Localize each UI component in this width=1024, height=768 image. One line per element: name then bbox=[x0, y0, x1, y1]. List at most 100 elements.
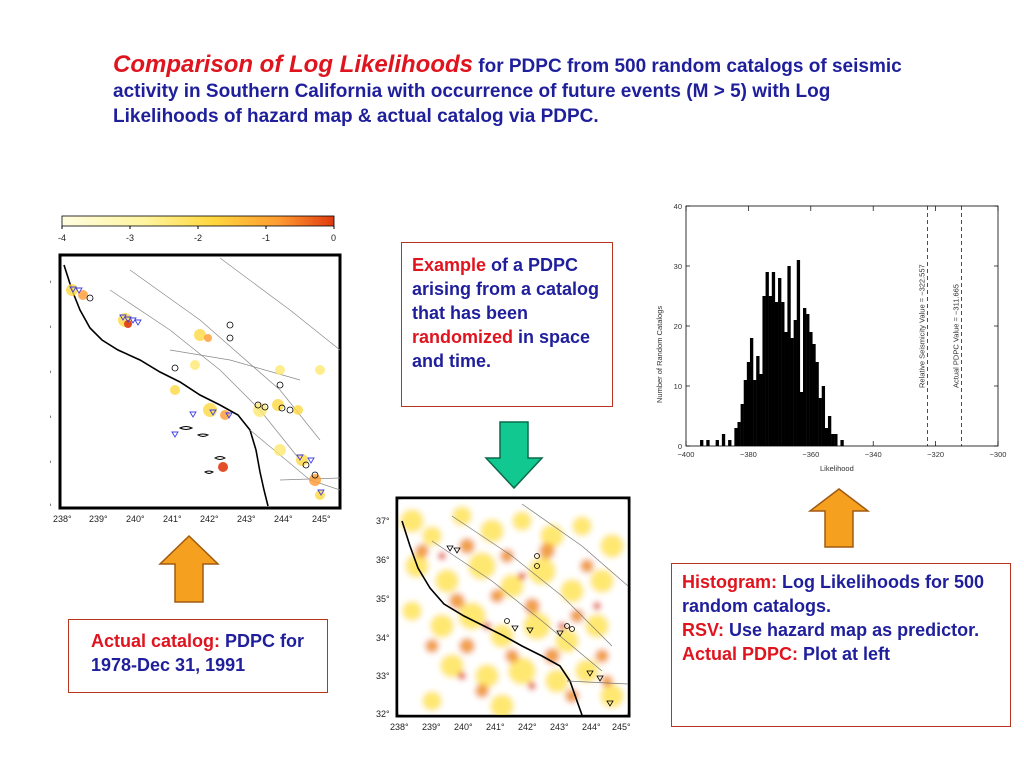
lon-label: 239° bbox=[89, 514, 108, 524]
actual-pdpc-text: Plot at left bbox=[798, 644, 891, 664]
histogram-bars bbox=[700, 260, 844, 446]
histogram-box: Histogram: Log Likelihoods for 500 rando… bbox=[671, 563, 1011, 727]
histogram-bar bbox=[721, 434, 726, 446]
rsv-label: RSV: bbox=[682, 620, 725, 640]
lat-label: 33° bbox=[50, 459, 52, 469]
example-box: Example of a PDPC arising from a catalog… bbox=[401, 242, 613, 407]
y-tick-label: 40 bbox=[674, 202, 682, 211]
histogram-bar bbox=[737, 422, 741, 446]
colorbar: -4 -3 -2 -1 0 bbox=[58, 215, 336, 243]
histogram-bar bbox=[821, 386, 826, 446]
histogram-bar bbox=[749, 338, 754, 446]
x-axis-label: Likelihood bbox=[820, 464, 854, 473]
example-text-end: in space and time. bbox=[412, 327, 591, 371]
histogram-bar bbox=[756, 356, 760, 446]
y-axis-label: Number of Random Catalogs bbox=[655, 306, 664, 403]
histogram-bar bbox=[774, 302, 779, 446]
lon-label: 240° bbox=[454, 722, 473, 732]
histogram-bar bbox=[834, 434, 838, 446]
histogram-bar bbox=[759, 374, 763, 446]
histogram-bar bbox=[827, 416, 832, 446]
histogram-bar bbox=[824, 428, 829, 446]
lon-label: 242° bbox=[200, 514, 219, 524]
random-hazard-field bbox=[398, 499, 628, 715]
lat-label: 34° bbox=[376, 633, 390, 643]
slide-title: Comparison of Log Likelihoods for PDPC f… bbox=[113, 52, 913, 129]
colorbar-tick: -1 bbox=[262, 233, 270, 243]
histogram-bar bbox=[799, 392, 804, 446]
title-emphasis: Comparison of Log Likelihoods bbox=[113, 51, 473, 78]
x-tick-label: −380 bbox=[740, 450, 757, 459]
lon-label: 245° bbox=[312, 514, 331, 524]
lon-label: 238° bbox=[53, 514, 72, 524]
colorbar-tick: -3 bbox=[126, 233, 134, 243]
event-markers bbox=[69, 286, 325, 496]
fault-lines bbox=[109, 257, 341, 491]
x-tick-label: −360 bbox=[802, 450, 819, 459]
histogram-bar bbox=[746, 362, 751, 446]
histogram-bar bbox=[831, 434, 835, 446]
actual-pdpc-label: Actual PDPC: bbox=[682, 644, 799, 664]
reference-line-label: Actual PDPC Value = −311.665 bbox=[952, 284, 961, 388]
fault-lines bbox=[431, 503, 629, 685]
histogram-bar bbox=[778, 278, 782, 446]
lat-label: 37° bbox=[376, 516, 390, 526]
actual-pdpc-line: Actual PDPC: Plot at left bbox=[682, 642, 1000, 666]
lon-label: 241° bbox=[163, 514, 182, 524]
rsv-line: RSV: Use hazard map as predictor. bbox=[682, 618, 1000, 642]
lat-label: 35° bbox=[376, 594, 390, 604]
example-word: Example bbox=[412, 255, 487, 275]
reference-line-label: Relative Seismicity Value = −322.557 bbox=[918, 264, 927, 388]
lat-label: 32° bbox=[376, 709, 390, 719]
up-arrow-icon bbox=[808, 488, 870, 548]
actual-catalog-map: -4 -3 -2 -1 0 bbox=[50, 215, 342, 524]
lat-label: 35° bbox=[50, 369, 52, 379]
lon-label: 244° bbox=[274, 514, 293, 524]
histogram-bar bbox=[818, 398, 822, 446]
likelihood-histogram: 0 10 20 30 40 −400 −380 −360 −340 −320 −300 Relat… bbox=[655, 202, 1007, 473]
y-tick-label: 10 bbox=[674, 382, 682, 391]
example-text: of a PDPC arising from a catalog that ha… bbox=[412, 255, 600, 323]
lon-label: 243° bbox=[237, 514, 256, 524]
histogram-bar bbox=[803, 308, 807, 446]
rsv-text: Use hazard map as predictor. bbox=[724, 620, 980, 640]
histogram-bar bbox=[809, 332, 813, 446]
histogram-bar bbox=[753, 380, 757, 446]
lat-label: 36° bbox=[50, 324, 52, 334]
event-markers bbox=[446, 545, 614, 707]
lat-label: 34° bbox=[50, 414, 52, 424]
randomized-catalog-map: 37° 36° 35° 34° 33° 32° 238° 239° 240° 2… bbox=[376, 496, 631, 732]
histogram-bar bbox=[740, 404, 744, 446]
lon-label: 244° bbox=[582, 722, 601, 732]
coastline bbox=[401, 520, 583, 716]
colorbar-tick: -2 bbox=[194, 233, 202, 243]
histogram-bar bbox=[840, 440, 844, 446]
lat-label: 36° bbox=[376, 555, 390, 565]
histogram-bar bbox=[715, 440, 719, 446]
histogram-frame bbox=[685, 205, 999, 447]
x-tick-label: −300 bbox=[990, 450, 1007, 459]
x-tick-label: −400 bbox=[678, 450, 695, 459]
histogram-bar bbox=[812, 344, 816, 446]
histogram-bar bbox=[728, 440, 732, 446]
histogram-bar bbox=[771, 272, 776, 446]
actual-catalog-box: Actual catalog: PDPC for 1978-Dec 31, 19… bbox=[68, 619, 328, 693]
histogram-text: Log Likelihoods for 500 random catalogs. bbox=[682, 572, 985, 616]
up-arrow-icon bbox=[158, 534, 220, 603]
lon-label: 238° bbox=[390, 722, 409, 732]
down-arrow-icon bbox=[484, 421, 544, 490]
histogram-bar bbox=[815, 362, 819, 446]
actual-catalog-text: PDPC for 1978-Dec 31, 1991 bbox=[91, 631, 305, 675]
histogram-bar bbox=[790, 338, 794, 446]
lon-label: 240° bbox=[126, 514, 145, 524]
title-text: for PDPC from 500 random catalogs of sei… bbox=[113, 56, 902, 127]
coastline bbox=[63, 264, 269, 507]
histogram-bar bbox=[743, 380, 748, 446]
lon-label: 241° bbox=[486, 722, 505, 732]
lat-label: 37° bbox=[50, 279, 52, 289]
histogram-label: Histogram: bbox=[682, 572, 778, 592]
lon-label: 245° bbox=[612, 722, 631, 732]
histogram-bar bbox=[781, 302, 785, 446]
randomized-word: randomized bbox=[412, 327, 514, 347]
histogram-bar bbox=[700, 440, 704, 446]
